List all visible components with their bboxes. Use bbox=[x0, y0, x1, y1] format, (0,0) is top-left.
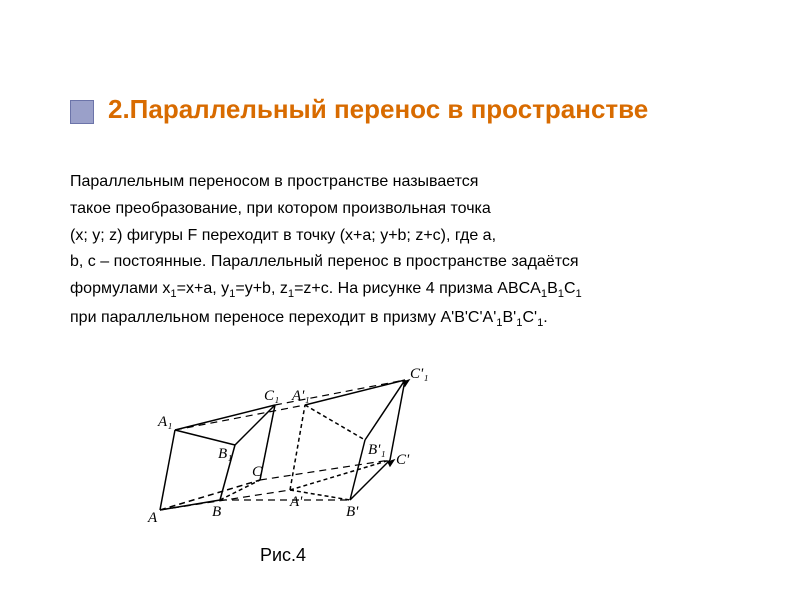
line-4: b, c – постоянные. Параллельный перенос … bbox=[70, 250, 730, 275]
t: =z+c. На рисунке 4 призма ABCA bbox=[294, 280, 541, 297]
lbl-A1p: A'₁ bbox=[291, 388, 310, 404]
t: =y+b, z bbox=[235, 280, 287, 297]
accent-square-icon bbox=[70, 100, 94, 124]
line-3: (x; y; z) фигуры F переходит в точку (x+… bbox=[70, 224, 730, 249]
t: . bbox=[543, 309, 547, 326]
lbl-A1: A₁ bbox=[157, 414, 172, 430]
lbl-B1: B₁ bbox=[218, 446, 232, 462]
t: C' bbox=[522, 309, 537, 326]
prism-figure: A B C A₁ B₁ C₁ A' B' C' A'₁ B'₁ C'₁ bbox=[140, 350, 480, 555]
line-1: Параллельным переносом в пространстве на… bbox=[70, 170, 730, 195]
s: 1 bbox=[576, 288, 582, 300]
lbl-C: C bbox=[252, 464, 263, 480]
slide: 2.Параллельный перенос в пространстве Па… bbox=[0, 0, 800, 600]
prism-svg: A B C A₁ B₁ C₁ A' B' C' A'₁ B'₁ C'₁ bbox=[140, 350, 480, 550]
figure-caption: Рис.4 bbox=[260, 545, 306, 566]
body-text: Параллельным переносом в пространстве на… bbox=[70, 170, 730, 334]
t: C bbox=[564, 280, 576, 297]
lbl-C1p: C'₁ bbox=[410, 366, 428, 382]
line-5: формулами x1=x+a, y1=y+b, z1=z+c. На рис… bbox=[70, 277, 730, 304]
lbl-B: B bbox=[212, 504, 221, 520]
lbl-Bp: B' bbox=[346, 504, 359, 520]
t: формулами x bbox=[70, 280, 170, 297]
lbl-Cp: C' bbox=[396, 452, 410, 468]
t: B bbox=[547, 280, 558, 297]
lbl-B1p: B'₁ bbox=[368, 442, 386, 458]
lbl-A: A bbox=[147, 510, 158, 526]
t: =x+a, y bbox=[177, 280, 229, 297]
lbl-Ap: A' bbox=[289, 494, 303, 510]
t: при параллельном переносе переходит в пр… bbox=[70, 309, 496, 326]
lbl-C1: C₁ bbox=[264, 388, 279, 404]
slide-title: 2.Параллельный перенос в пространстве bbox=[108, 94, 648, 125]
line-6: при параллельном переносе переходит в пр… bbox=[70, 306, 730, 333]
t: B' bbox=[502, 309, 516, 326]
line-2: такое преобразование, при котором произв… bbox=[70, 197, 730, 222]
